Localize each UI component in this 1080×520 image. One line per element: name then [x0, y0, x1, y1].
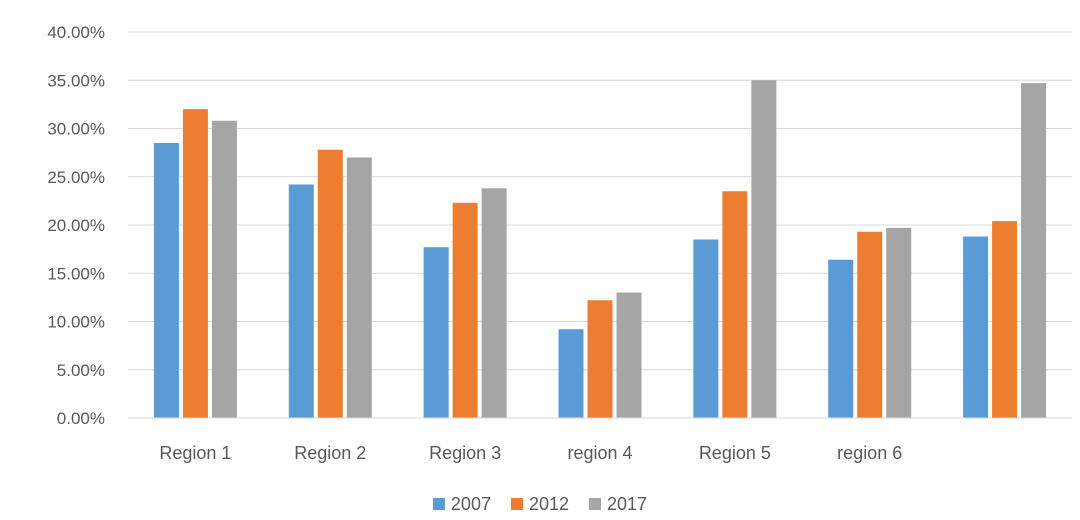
y-tick-label: 20.00%: [47, 216, 105, 235]
x-tick-label: Region 3: [429, 443, 501, 463]
bar-2012: [587, 300, 613, 418]
bar-2017: [346, 157, 372, 418]
y-tick-label: 40.00%: [47, 23, 105, 42]
bar-2017: [211, 120, 237, 418]
legend-swatch: [432, 498, 445, 510]
legend-label: 2012: [529, 494, 569, 514]
bar-2007: [288, 184, 314, 418]
bars: [153, 80, 1047, 419]
y-tick-label: 10.00%: [47, 313, 105, 332]
x-tick-label: region 4: [567, 443, 632, 463]
y-tick-label: 30.00%: [47, 120, 105, 139]
bar-2012: [182, 109, 208, 418]
x-tick-label: Region 1: [159, 443, 231, 463]
bar-2012: [857, 231, 883, 418]
gridlines: [128, 31, 1072, 371]
x-axis-labels: Region 1 Region 2 Region 3 region 4 Region 5…: [159, 443, 902, 463]
y-tick-label: 0.00%: [57, 409, 105, 428]
bar-2012: [722, 191, 748, 418]
x-tick-label: Region 5: [699, 443, 771, 463]
legend-swatch: [510, 498, 523, 510]
x-tick-label: region 6: [837, 443, 902, 463]
y-tick-label: 25.00%: [47, 168, 105, 187]
bar-2007: [558, 329, 584, 418]
y-tick-label: 35.00%: [47, 71, 105, 90]
bar-2007: [693, 239, 719, 418]
legend-label: 2017: [607, 494, 647, 514]
legend-swatch: [589, 498, 602, 510]
y-axis-ticks: 0.00% 5.00% 10.00% 15.00% 20.00% 25.00% 30.00%…: [47, 23, 105, 428]
bar-2012: [452, 202, 478, 418]
legend: 2007 2012 2017: [432, 494, 647, 514]
y-tick-label: 5.00%: [57, 361, 105, 380]
legend-item-2007: 2007: [432, 494, 491, 514]
bar-2007: [423, 247, 449, 418]
bar-2012: [317, 149, 343, 419]
bar-2017: [886, 227, 912, 418]
bar-2017: [1021, 83, 1047, 419]
bar-2017: [751, 80, 777, 418]
bar-2007: [963, 236, 989, 418]
bar-2007: [828, 259, 854, 418]
legend-label: 2007: [451, 494, 491, 514]
legend-item-2012: 2012: [510, 494, 569, 514]
bar-2007: [153, 142, 179, 418]
x-tick-label: Region 2: [294, 443, 366, 463]
y-tick-label: 15.00%: [47, 264, 105, 283]
bar-2012: [992, 221, 1018, 418]
bar-2017: [481, 188, 507, 418]
bar-2017: [616, 292, 642, 418]
legend-item-2017: 2017: [589, 494, 647, 514]
